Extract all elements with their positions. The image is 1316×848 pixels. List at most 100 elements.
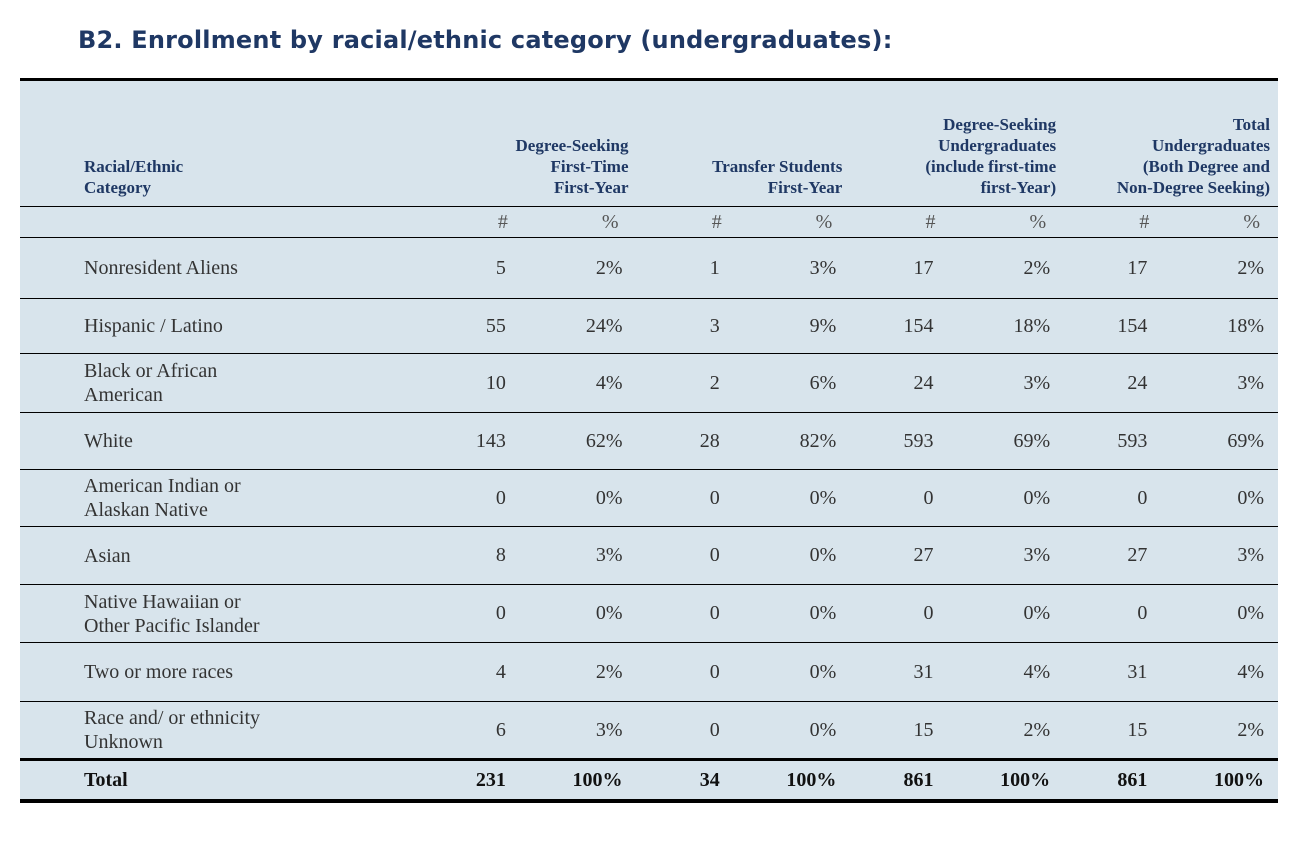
row-label: Two or more races <box>20 642 423 702</box>
header-line: First-Time <box>550 157 629 176</box>
count-cell: 24 <box>1064 353 1160 413</box>
row-label-line: Unknown <box>84 731 163 753</box>
count-cell: 154 <box>850 298 946 354</box>
total-value: 861 <box>1064 758 1160 803</box>
count-cell: 27 <box>1064 526 1160 585</box>
count-cell: 0 <box>422 469 518 527</box>
percent-cell: 18% <box>1159 298 1278 354</box>
percent-symbol: % <box>1159 206 1278 238</box>
header-line: Category <box>84 178 152 197</box>
percent-cell: 0% <box>731 469 851 527</box>
count-cell: 0 <box>850 584 946 643</box>
total-value: 100% <box>945 758 1065 803</box>
percent-cell: 82% <box>731 412 851 470</box>
percent-symbol: % <box>945 206 1065 238</box>
header-line: First-Year <box>767 178 843 197</box>
percent-symbol: % <box>517 206 637 238</box>
count-symbol: # <box>1064 206 1160 238</box>
total-value: 34 <box>636 758 732 803</box>
percent-cell: 3% <box>517 701 637 760</box>
count-cell: 15 <box>850 701 946 760</box>
row-label: Hispanic / Latino <box>20 298 423 354</box>
percent-cell: 24% <box>517 298 637 354</box>
percent-cell: 3% <box>731 237 851 299</box>
count-cell: 0 <box>1064 584 1160 643</box>
count-symbol: # <box>636 206 732 238</box>
count-cell: 15 <box>1064 701 1160 760</box>
percent-cell: 3% <box>517 526 637 585</box>
percent-cell: 0% <box>731 642 851 702</box>
total-value: 231 <box>422 758 518 803</box>
page-title: B2. Enrollment by racial/ethnic category… <box>78 26 893 54</box>
total-label: Total <box>20 758 423 803</box>
row-label-line: Two or more races <box>84 661 234 683</box>
header-line: Total <box>1232 115 1270 134</box>
percent-cell: 0% <box>731 584 851 643</box>
header-line: (include first-time <box>925 157 1057 176</box>
subheader-row: # % # % # % # % <box>20 206 1278 238</box>
percent-cell: 2% <box>517 642 637 702</box>
percent-cell: 69% <box>945 412 1065 470</box>
header-transfer-students: Transfer Students First-Year <box>636 78 851 207</box>
row-label-line: Other Pacific Islander <box>84 614 260 637</box>
total-value: 100% <box>731 758 851 803</box>
row-label-line: Native Hawaiian or <box>84 590 241 613</box>
row-label: Native Hawaiian or Other Pacific Islander <box>20 584 423 643</box>
count-cell: 27 <box>850 526 946 585</box>
percent-cell: 6% <box>731 353 851 413</box>
header-line: First-Year <box>553 178 629 197</box>
count-cell: 593 <box>1064 412 1160 470</box>
percent-cell: 3% <box>945 353 1065 413</box>
percent-cell: 0% <box>1159 584 1278 643</box>
count-cell: 0 <box>636 642 732 702</box>
count-cell: 8 <box>422 526 518 585</box>
header-line: Undergraduates <box>1151 136 1270 155</box>
percent-cell: 62% <box>517 412 637 470</box>
table-row: White 143 62% 28 82% 593 69% 593 69% <box>20 412 1278 470</box>
percent-symbol: % <box>731 206 851 238</box>
count-cell: 4 <box>422 642 518 702</box>
row-label: Nonresident Aliens <box>20 237 423 299</box>
count-cell: 28 <box>636 412 732 470</box>
table-row: Asian 8 3% 0 0% 27 3% 27 3% <box>20 526 1278 585</box>
row-label: American Indian or Alaskan Native <box>20 469 423 527</box>
subheader-empty <box>20 206 423 238</box>
table-body: Nonresident Aliens 5 2% 1 3% 17 2% 17 2% Hispanic… <box>20 237 1278 803</box>
percent-cell: 0% <box>945 469 1065 527</box>
percent-cell: 69% <box>1159 412 1278 470</box>
count-symbol: # <box>422 206 518 238</box>
enrollment-table: Racial/Ethnic Category Degree-Seeking Fi… <box>20 78 1278 803</box>
row-label-line: Hispanic / Latino <box>84 315 223 337</box>
count-cell: 17 <box>850 237 946 299</box>
percent-cell: 2% <box>517 237 637 299</box>
header-line: Degree-Seeking <box>515 136 629 155</box>
percent-cell: 2% <box>1159 237 1278 299</box>
percent-cell: 4% <box>1159 642 1278 702</box>
percent-cell: 4% <box>945 642 1065 702</box>
row-label-line: Asian <box>84 544 131 567</box>
row-label-line: American Indian or <box>84 475 241 497</box>
percent-cell: 3% <box>945 526 1065 585</box>
header-line: Racial/Ethnic <box>84 157 184 176</box>
row-label-line: White <box>84 430 133 452</box>
row-label-line: Alaskan Native <box>84 499 208 521</box>
count-cell: 5 <box>422 237 518 299</box>
percent-cell: 0% <box>731 701 851 760</box>
percent-cell: 0% <box>517 584 637 643</box>
table-row: Race and/ or ethnicity Unknown 6 3% 0 0% 15 2% 1… <box>20 701 1278 760</box>
table-row: Two or more races 4 2% 0 0% 31 4% 31 4% <box>20 642 1278 702</box>
header-line: Non-Degree Seeking) <box>1116 178 1270 197</box>
count-cell: 24 <box>850 353 946 413</box>
percent-cell: 0% <box>945 584 1065 643</box>
count-cell: 0 <box>850 469 946 527</box>
count-cell: 55 <box>422 298 518 354</box>
header-line: first-Year) <box>980 178 1057 197</box>
count-cell: 2 <box>636 353 732 413</box>
percent-cell: 4% <box>517 353 637 413</box>
table-row: Black or African American 10 4% 2 6% 24 3% 24 3% <box>20 353 1278 413</box>
total-value: 100% <box>1159 758 1278 803</box>
count-cell: 10 <box>422 353 518 413</box>
count-cell: 6 <box>422 701 518 760</box>
percent-cell: 18% <box>945 298 1065 354</box>
total-value: 100% <box>517 758 637 803</box>
